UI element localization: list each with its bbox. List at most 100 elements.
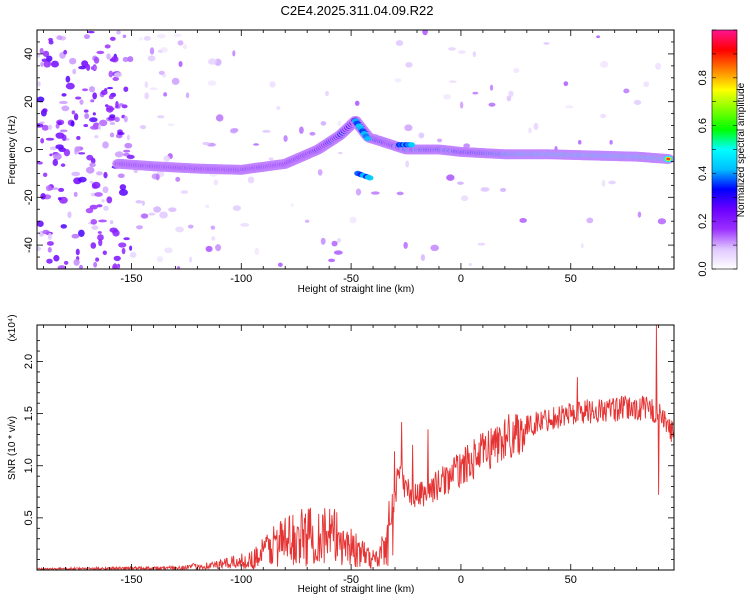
noise-speckle [299,126,304,134]
noise-speckle [92,112,96,116]
noise-speckle [75,248,80,256]
spectrogram-marks [37,30,674,269]
noise-speckle [457,181,464,185]
branch-blob [364,136,372,142]
noise-speckle [57,265,67,269]
noise-speckle [519,217,527,223]
noise-speckle [320,121,327,126]
noise-speckle [72,68,77,75]
noise-speckle [148,212,156,216]
y-tick-label: 1.0 [23,458,35,473]
noise-speckle [156,33,166,39]
noise-speckle [41,124,49,131]
noise-speckle [73,258,80,266]
noise-speckle [164,247,173,254]
noise-speckle [109,122,116,125]
snr-frame [36,324,675,571]
noise-speckle [420,254,426,261]
noise-speckle [98,124,102,131]
noise-speckle [155,173,160,181]
noise-speckle [61,105,70,112]
noise-speckle [215,114,224,122]
ridge-blob [666,157,671,161]
colorbar-tick-label: 0.6 [697,118,709,133]
noise-speckle [43,60,51,68]
noise-speckle [143,36,151,41]
noise-speckle [338,151,343,155]
noise-speckle [107,86,114,90]
y-tick-label: 20 [23,96,35,108]
x-tick-label: 0 [458,273,464,285]
noise-speckle [489,84,494,91]
noise-speckle [596,35,600,39]
noise-speckle [232,205,242,212]
noise-speckle [79,99,84,105]
noise-speckle [37,81,41,87]
noise-speckle [91,181,101,189]
x-tick-label: -100 [230,574,252,586]
noise-speckle [565,105,574,109]
noise-speckle [58,100,68,105]
noise-speckle [85,208,94,214]
noise-speckle [126,134,130,141]
noise-speckle [215,244,222,252]
noise-speckle [77,229,85,237]
noise-speckle [104,44,111,49]
noise-speckle [37,161,43,165]
noise-speckle [355,188,362,196]
noise-speckle [136,225,143,230]
noise-speckle [395,40,404,46]
spectrogram-y-axis-title: Frequency (Hz) [7,116,18,185]
noise-speckle [167,123,175,127]
noise-speckle [78,65,87,70]
noise-speckle [69,57,77,65]
noise-speckle [46,55,53,62]
noise-speckle [396,191,404,196]
noise-speckle [45,137,55,141]
noise-speckle [124,142,133,149]
noise-speckle [608,180,616,185]
noise-speckle [253,143,260,146]
noise-speckle [207,80,217,86]
noise-speckle [655,62,662,70]
noise-speckle [81,60,89,68]
noise-speckle [118,189,128,196]
noise-speckle [115,100,119,108]
noise-speckle [205,245,213,252]
noise-speckle [472,91,479,95]
noise-speckle [122,34,127,39]
noise-speckle [637,211,642,218]
noise-speckle [149,47,155,55]
noise-speckle [336,237,342,243]
noise-speckle [178,61,183,67]
noise-speckle [268,157,274,161]
noise-speckle [129,245,133,251]
noise-speckle [325,90,329,97]
noise-speckle [135,200,143,204]
noise-speckle [61,93,67,97]
noise-speckle [173,33,182,38]
noise-speckle [123,115,128,123]
noise-speckle [71,171,81,177]
noise-speckle [418,132,425,139]
noise-speckle [102,141,109,149]
noise-speckle [89,204,98,210]
noise-speckle [109,36,116,41]
snr-x-axis-title: Height of straight line (km) [298,584,415,595]
noise-speckle [93,56,100,64]
noise-speckle [89,86,96,93]
noise-speckle [331,240,338,247]
snr-series-line [37,325,674,570]
snr-y-ticks: 0.5 1.0 1.5 2.0 [23,340,674,560]
noise-speckle [463,143,471,149]
noise-speckle [119,184,127,191]
noise-speckle [52,158,59,167]
x-tick-label: 50 [565,273,577,285]
noise-speckle [232,50,236,57]
noise-speckle [89,117,98,123]
noise-speckle [147,55,156,62]
noise-speckle [78,152,86,155]
noise-speckle [609,140,613,145]
noise-speckle [96,204,103,208]
noise-speckle [83,109,89,113]
